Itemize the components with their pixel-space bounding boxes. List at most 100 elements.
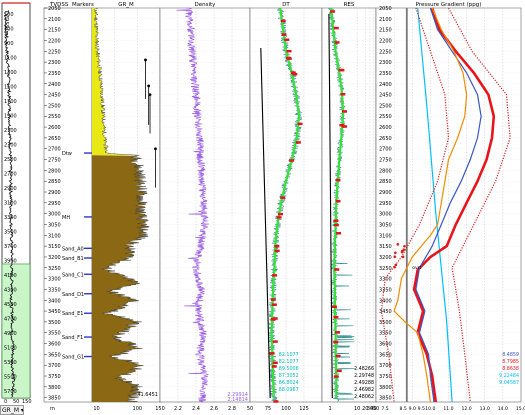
dt-pick-marker <box>280 19 286 23</box>
pressure-tick-label: 12.0 <box>462 406 472 412</box>
overview-x-tick-label: 0 <box>4 399 7 405</box>
res-pick-marker <box>334 268 340 271</box>
depth-tick-label: 2450 <box>48 93 61 99</box>
depth-tick-label: 3500 <box>48 320 61 326</box>
depth-tick-label: 3750 <box>48 374 61 380</box>
overview-tick-label: 4500 <box>4 302 17 308</box>
pressure-depth-label: 2950 <box>379 201 392 207</box>
overview-highlight-window <box>1 263 31 399</box>
res-pick-marker <box>339 123 345 127</box>
pressure-depth-label: 3250 <box>379 266 392 272</box>
depth-tick-label: 2850 <box>48 179 61 185</box>
dt-pick-marker <box>289 159 295 162</box>
overview-tick-label: 5500 <box>4 374 17 380</box>
res-readout: 2.48062 <box>354 394 374 400</box>
overview-tick-label: 4300 <box>4 287 17 293</box>
gr-tick-label: 100 <box>133 406 143 412</box>
dt-pick-marker <box>272 340 278 343</box>
overview-tick-label: 1500 <box>4 84 17 90</box>
depth-tick-label: 2750 <box>48 158 61 164</box>
pressure-pick-marker <box>400 250 404 254</box>
pressure-depth-label: 3800 <box>379 385 392 391</box>
depth-tick-label: 2900 <box>48 190 61 196</box>
dt-pick-marker <box>278 212 284 216</box>
chevron-down-icon: ▾ <box>19 407 24 414</box>
depth-tick-label: 3450 <box>48 309 61 315</box>
dt-pick-marker <box>269 352 275 355</box>
depth-tick-label: 3250 <box>48 266 61 272</box>
gr-title: GR_M <box>118 2 134 8</box>
overview-tick-label: 3900 <box>4 258 17 264</box>
pressure-depth-label: 3350 <box>379 287 392 293</box>
depth-tick-label: 2650 <box>48 136 61 142</box>
depth-tick-label: 2700 <box>48 147 61 153</box>
pressure-readout: 9.22484 <box>499 373 519 379</box>
gr-top-dot <box>154 147 157 151</box>
res-normal-line <box>328 13 333 399</box>
res-readout: 2.48266 <box>354 366 374 372</box>
density-tick-label: 2.8 <box>228 406 236 412</box>
dt-pick-marker <box>271 303 277 306</box>
density-readout: 2.29914 <box>227 392 248 398</box>
pressure-tick-label: 8.5 <box>400 406 407 412</box>
pressure-depth-label: 3450 <box>379 309 392 315</box>
depth-tick-label: 2600 <box>48 125 61 131</box>
pressure-readout: 8.8638 <box>502 366 519 372</box>
pressure-depth-label: 2800 <box>379 168 392 174</box>
dt-pick-marker <box>272 361 278 365</box>
dt-pick-marker <box>273 400 279 403</box>
pressure-depth-label: 3850 <box>379 396 392 402</box>
res-tick-label: 50 <box>373 406 379 412</box>
dt-title: DT <box>282 2 290 8</box>
res-pick-marker <box>334 41 340 44</box>
marker-label: Sand_G1 <box>62 355 84 361</box>
pressure-tick-label: 10.0 <box>425 406 435 412</box>
res-tick-label: 30 <box>367 406 373 412</box>
pressure-annotation: ovrt <box>412 265 421 271</box>
marker-label: Sand_E1 <box>62 311 83 317</box>
tvdss-title: TVDSS <box>49 2 69 8</box>
pressure-pick-marker <box>402 248 406 251</box>
gr-tick-label: 10 <box>93 406 99 412</box>
pressure-depth-label: 2600 <box>379 125 392 131</box>
pressure-depth-label: 3600 <box>379 342 392 348</box>
dt-readout: 88.0967 <box>279 387 299 393</box>
depth-tick-label: 2400 <box>48 82 61 88</box>
density-title: Density <box>195 2 217 8</box>
res-pick-marker <box>333 340 339 344</box>
depth-tick-label: 3700 <box>48 363 61 369</box>
overview-tick-label: 2300 <box>4 142 17 148</box>
pressure-depth-label: 3700 <box>379 363 392 369</box>
pressure-depth-label: 3500 <box>379 320 392 326</box>
pressure-depth-label: 3750 <box>379 374 392 380</box>
pressure-mud-weight-curve <box>393 7 468 403</box>
pressure-depth-label: 2500 <box>379 103 392 109</box>
dt-tick-label: 50 <box>247 406 253 412</box>
res-pick-marker <box>333 315 339 319</box>
curve-selector[interactable]: GR_M ▾ <box>0 405 24 415</box>
density-tick-label: 2.2 <box>174 406 182 412</box>
pressure-depth-label: 2700 <box>379 147 392 153</box>
marker-label: Dtw <box>62 151 72 157</box>
pressure-pick-marker <box>401 255 405 259</box>
pressure-overburden-curve <box>417 7 453 403</box>
res-pick-marker <box>338 68 344 72</box>
depth-tick-label: 3000 <box>48 212 61 218</box>
pressure-depth-label: 3150 <box>379 244 392 250</box>
depth-tick-label: 2350 <box>48 71 61 77</box>
depth-tick-label: 3150 <box>48 244 61 250</box>
pressure-depth-label: 2400 <box>379 82 392 88</box>
pressure-tick-label: 13.0 <box>480 406 490 412</box>
pressure-depth-label: 2550 <box>379 114 392 120</box>
pressure-depth-label: 3000 <box>379 212 392 218</box>
overview-tick-label: 1300 <box>4 70 17 76</box>
depth-tick-label: 3400 <box>48 298 61 304</box>
depth-tick-label: 2250 <box>48 49 61 55</box>
pressure-pick-marker <box>396 243 400 246</box>
overview-track[interactable]: TVDSS(m)50070090011001300150017001900210… <box>1 2 32 405</box>
gr-tick-label: 150 <box>155 406 165 412</box>
dt-pick-marker <box>276 216 282 219</box>
pressure-tick-label: 11.0 <box>443 406 453 412</box>
marker-label: Sand_C1 <box>62 272 84 278</box>
